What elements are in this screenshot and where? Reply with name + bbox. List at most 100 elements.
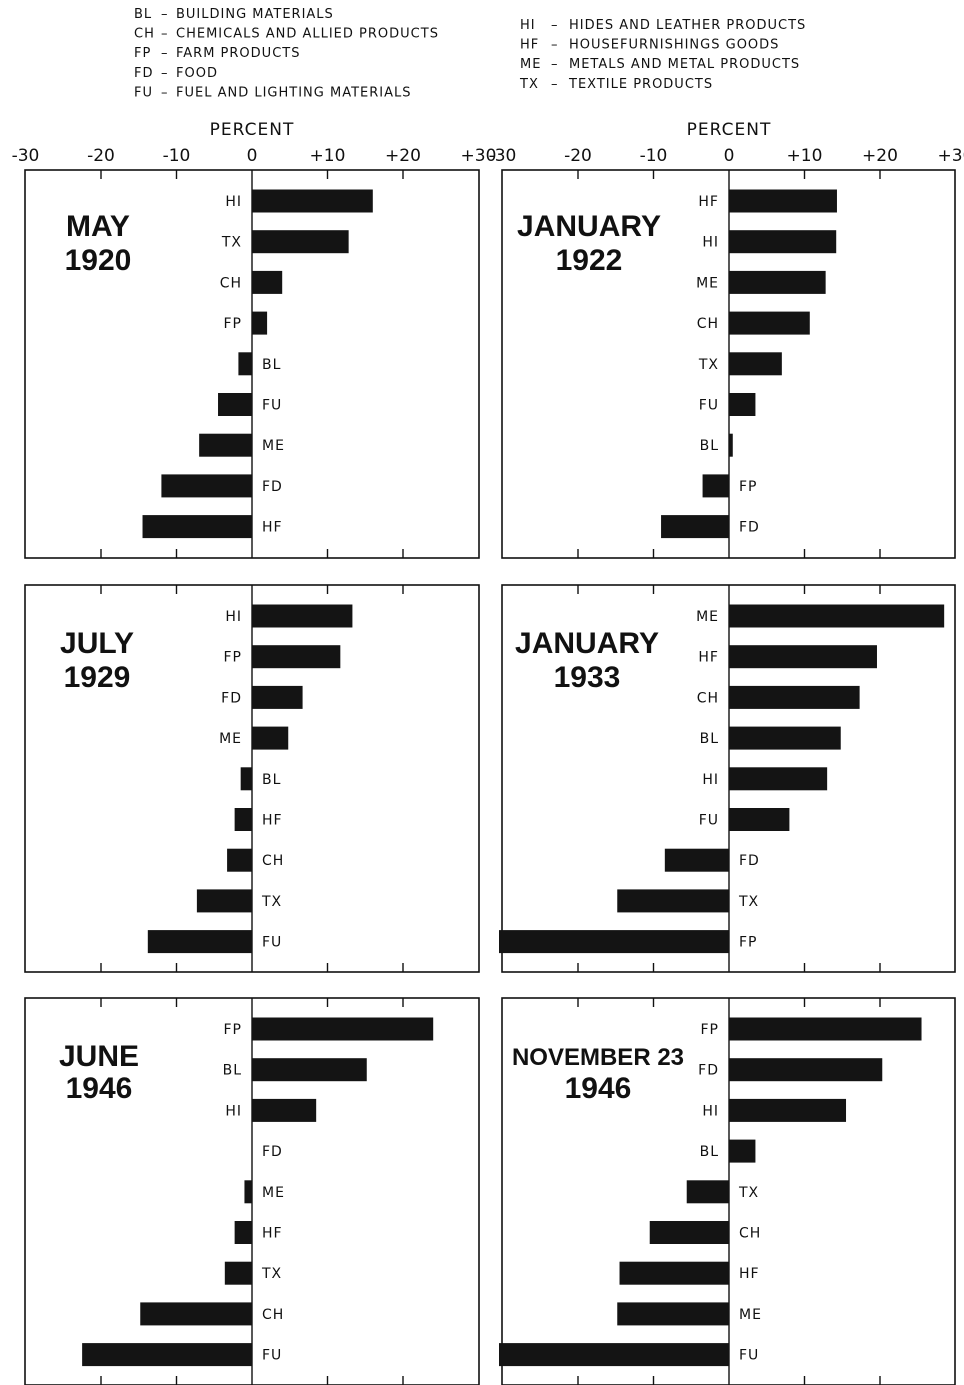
bar-bl — [240, 767, 252, 791]
category-label: TX — [698, 357, 719, 373]
tick-label: -30 — [489, 146, 517, 166]
bar-ch — [729, 685, 860, 709]
bar-hf — [142, 515, 252, 539]
panels: MAY1920HITXCHFPBLFUMEFDHFJANUARY1922HFHI… — [24, 169, 956, 1385]
category-label: FU — [699, 398, 719, 414]
panel-title: 1920 — [65, 244, 132, 277]
category-label: TX — [221, 235, 242, 251]
bar-hi — [252, 1098, 317, 1122]
legend-code: FP — [134, 46, 151, 61]
legend-dash: – — [161, 66, 169, 81]
bar-ch — [649, 1221, 729, 1244]
legend-dash: – — [551, 57, 559, 72]
panel-title: JUNE — [59, 1040, 139, 1073]
bar-fu — [218, 393, 252, 416]
tick-label: -20 — [87, 146, 115, 166]
category-label: HI — [225, 1103, 242, 1119]
panel-title: 1933 — [554, 661, 621, 694]
legend-dash: – — [161, 7, 169, 22]
category-label: FD — [698, 1063, 719, 1079]
category-label: ME — [696, 275, 719, 291]
category-label: FP — [739, 935, 758, 951]
category-label: CH — [262, 1307, 284, 1323]
category-label: TX — [738, 894, 759, 910]
bar-me — [244, 1180, 252, 1204]
category-label: FU — [262, 1348, 282, 1364]
panel-title: MAY — [66, 210, 130, 243]
legend-dash: – — [551, 38, 559, 53]
category-label: FU — [739, 1348, 759, 1364]
legend-code: CH — [134, 27, 155, 42]
bar-bl — [729, 433, 733, 457]
bar-bl — [729, 1139, 756, 1163]
panel-title: NOVEMBER 23 — [512, 1044, 684, 1071]
legend-dash: – — [161, 85, 169, 100]
category-label: CH — [697, 690, 719, 706]
category-label: CH — [262, 853, 284, 869]
category-label: ME — [219, 731, 242, 747]
tick-label: -30 — [12, 146, 40, 166]
bar-me — [199, 433, 252, 457]
category-label: BL — [262, 357, 281, 373]
bar-tx — [729, 352, 782, 376]
axis-title: PERCENT — [210, 120, 295, 140]
category-label: BL — [262, 772, 281, 788]
bar-fd — [664, 848, 729, 872]
bar-tx — [686, 1180, 729, 1204]
bar-fu — [499, 1343, 729, 1367]
legend-label: HOUSEFURNISHINGS GOODS — [569, 38, 779, 53]
category-label: FD — [262, 479, 283, 495]
legend-code: HF — [520, 38, 539, 53]
legend-label: CHEMICALS AND ALLIED PRODUCTS — [176, 27, 439, 42]
category-label: TX — [261, 894, 282, 910]
tick-label: +20 — [862, 146, 898, 166]
bar-hi — [252, 189, 373, 213]
category-label: FD — [221, 690, 242, 706]
category-label: FP — [224, 316, 243, 332]
panel-title: 1929 — [64, 661, 131, 694]
bar-hf — [729, 189, 837, 213]
category-label: HI — [225, 194, 242, 210]
category-label: BL — [700, 731, 719, 747]
panel-title: JANUARY — [515, 627, 659, 660]
bar-tx — [617, 889, 729, 913]
bar-hf — [234, 1221, 252, 1244]
bar-ch — [252, 270, 283, 294]
legend-code: FU — [134, 85, 153, 100]
bar-fu — [729, 393, 756, 416]
category-label: FU — [262, 935, 282, 951]
bar-ch — [227, 848, 252, 872]
bar-fu — [729, 808, 790, 831]
category-label: ME — [262, 438, 285, 454]
bar-ch — [729, 311, 810, 335]
axis-title: PERCENT — [687, 120, 772, 140]
bar-fu — [147, 930, 252, 954]
category-label: HI — [702, 1103, 719, 1119]
legend-label: FOOD — [176, 66, 218, 81]
legend-label: FARM PRODUCTS — [176, 46, 300, 61]
category-label: FP — [739, 479, 758, 495]
tick-label: +30 — [461, 146, 497, 166]
category-label: CH — [220, 275, 242, 291]
tick-label: +20 — [385, 146, 421, 166]
tick-label: -10 — [640, 146, 668, 166]
bar-fp — [729, 1017, 922, 1041]
category-label: ME — [696, 609, 719, 625]
bar-hi — [729, 1098, 847, 1122]
legend-dash: – — [551, 77, 559, 92]
bar-tx — [196, 889, 252, 913]
bar-bl — [252, 1058, 367, 1082]
legend-code: ME — [520, 57, 541, 72]
category-label: HF — [262, 520, 283, 536]
tick-label: -20 — [564, 146, 592, 166]
category-label: CH — [739, 1226, 761, 1242]
tick-label: +10 — [310, 146, 346, 166]
panel-title: JULY — [60, 627, 134, 660]
tick-label: +30 — [938, 146, 964, 166]
category-label: FP — [224, 1022, 243, 1038]
